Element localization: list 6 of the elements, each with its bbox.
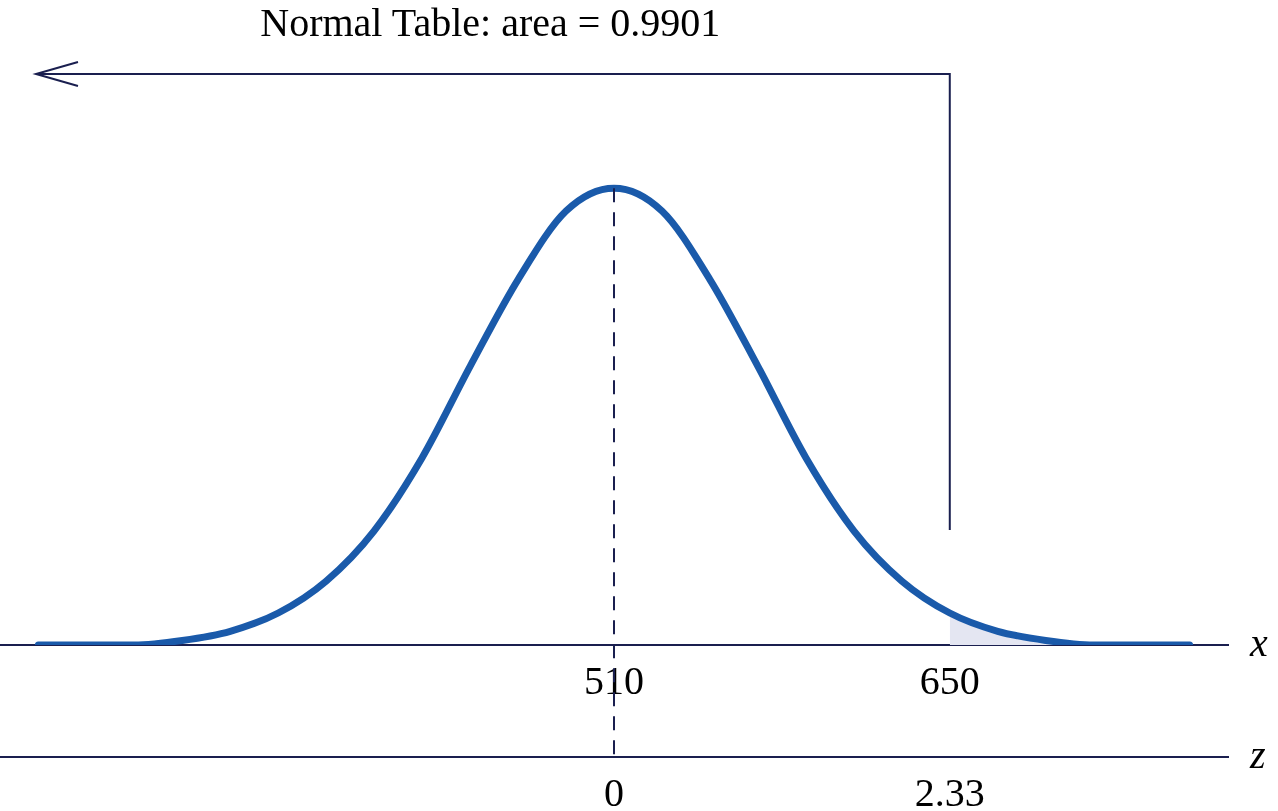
- x2-tick-label: 0: [604, 769, 624, 811]
- text: Normal Table: area = 0.9901: [260, 0, 721, 45]
- x2-tick-label: 2.33: [914, 769, 985, 811]
- x-axis-title: x: [1249, 619, 1268, 665]
- x-tick-label: 650: [919, 657, 980, 703]
- x2-axis-title: z: [1249, 731, 1266, 777]
